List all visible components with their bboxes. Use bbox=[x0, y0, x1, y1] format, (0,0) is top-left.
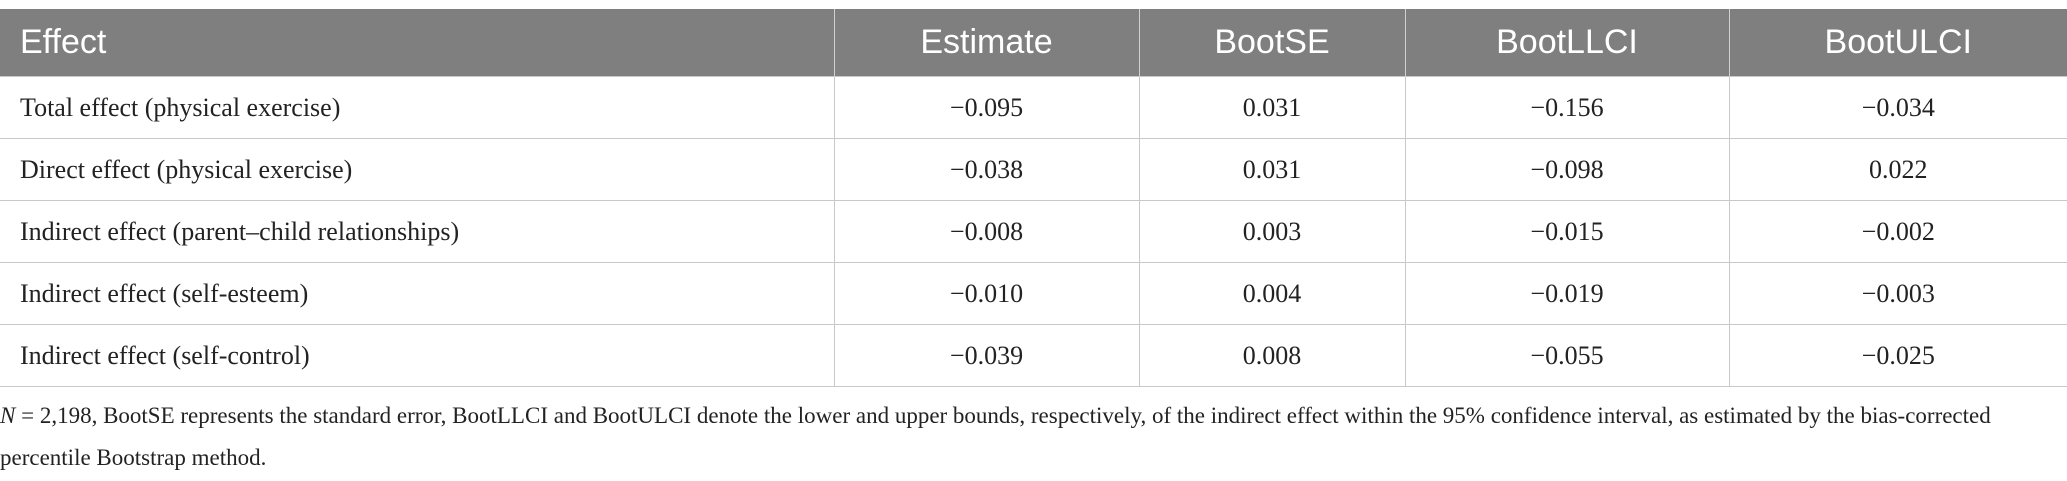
header-row: Effect Estimate BootSE BootLLCI BootULCI bbox=[0, 9, 2067, 77]
row-label: Direct effect (physical exercise) bbox=[0, 138, 834, 201]
row-label: Total effect (physical exercise) bbox=[0, 76, 834, 139]
table-cell: −0.039 bbox=[833, 324, 1139, 387]
footnote-symbol: N bbox=[0, 403, 16, 428]
header-cell: BootSE bbox=[1138, 9, 1405, 77]
results-table: Effect Estimate BootSE BootLLCI BootULCI Tot… bbox=[0, 9, 2067, 387]
table-cell: −0.015 bbox=[1404, 200, 1729, 263]
table-cell: −0.025 bbox=[1728, 324, 2067, 387]
table-row: Direct effect (physical exercise) −0.038 0… bbox=[0, 138, 2067, 201]
table-row: Total effect (physical exercise) −0.095 0.… bbox=[0, 76, 2067, 139]
row-label: Indirect effect (parent–child relationsh… bbox=[0, 200, 834, 263]
table-cell: 0.004 bbox=[1138, 262, 1405, 325]
header-cell: BootLLCI bbox=[1404, 9, 1729, 77]
table-cell: −0.095 bbox=[833, 76, 1139, 139]
table-row: Indirect effect (self-control) −0.039 0.00… bbox=[0, 324, 2067, 387]
table-body: Total effect (physical exercise) −0.095 0.… bbox=[0, 76, 2067, 387]
table-cell: 0.008 bbox=[1138, 324, 1405, 387]
table-cell: −0.010 bbox=[833, 262, 1139, 325]
header-cell: Estimate bbox=[833, 9, 1139, 77]
table-cell: −0.156 bbox=[1404, 76, 1729, 139]
table-cell: −0.034 bbox=[1728, 76, 2067, 139]
header-cell: BootULCI bbox=[1728, 9, 2067, 77]
table-cell: 0.031 bbox=[1138, 76, 1405, 139]
table-cell: −0.038 bbox=[833, 138, 1139, 201]
table-cell: −0.019 bbox=[1404, 262, 1729, 325]
table-cell: −0.008 bbox=[833, 200, 1139, 263]
table-cell: −0.055 bbox=[1404, 324, 1729, 387]
table-row: Indirect effect (parent–child relationsh… bbox=[0, 200, 2067, 263]
row-label: Indirect effect (self-control) bbox=[0, 324, 834, 387]
table-cell: −0.002 bbox=[1728, 200, 2067, 263]
header-cell: Effect bbox=[0, 9, 834, 77]
row-label: Indirect effect (self-esteem) bbox=[0, 262, 834, 325]
table-cell: −0.003 bbox=[1728, 262, 2067, 325]
table-cell: 0.003 bbox=[1138, 200, 1405, 263]
table-cell: −0.098 bbox=[1404, 138, 1729, 201]
table-row: Indirect effect (self-esteem) −0.010 0.004… bbox=[0, 262, 2067, 325]
footnote: N = 2,198, BootSE represents the standar… bbox=[0, 395, 2060, 479]
table-cell: 0.022 bbox=[1728, 138, 2067, 201]
footnote-text: = 2,198, BootSE represents the standard … bbox=[0, 403, 1991, 470]
table-cell: 0.031 bbox=[1138, 138, 1405, 201]
